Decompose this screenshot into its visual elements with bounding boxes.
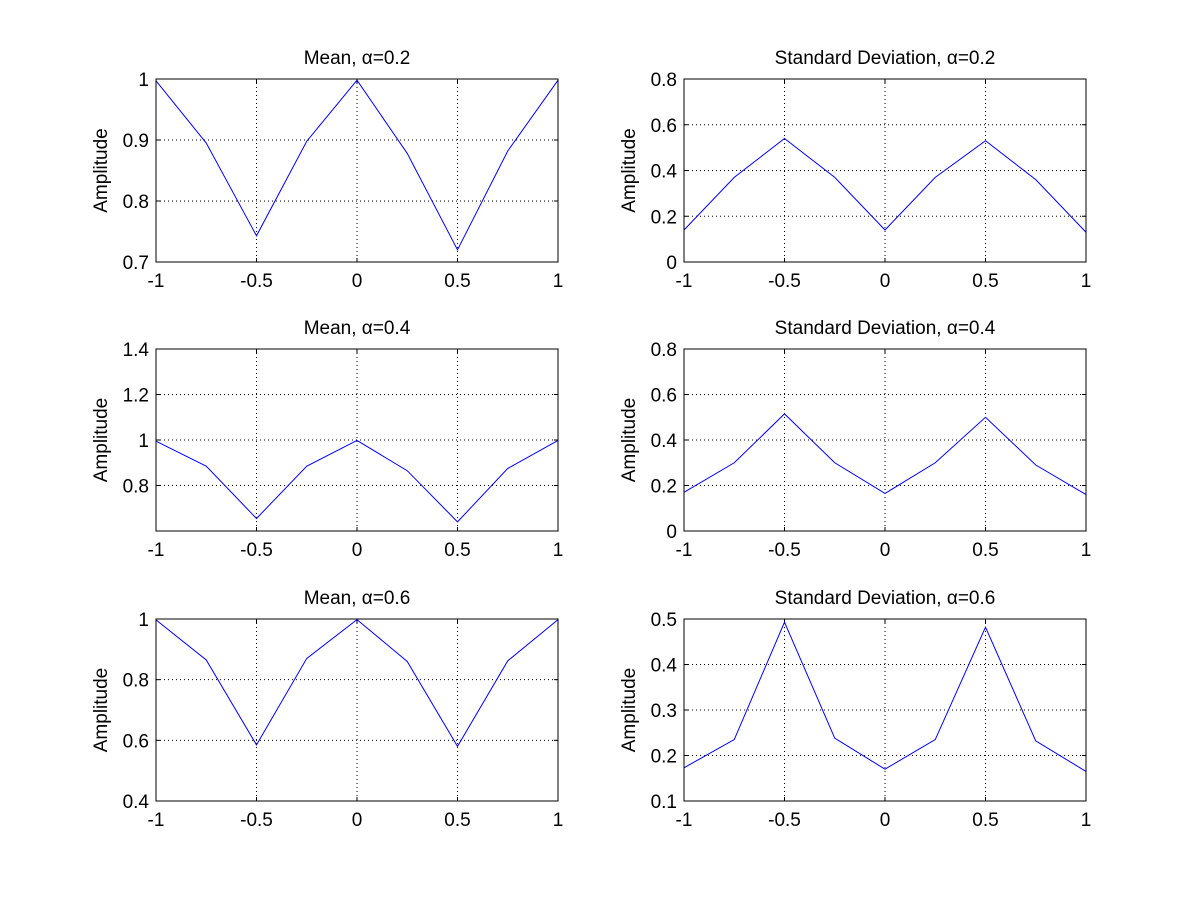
- y-tick-label: 0.7: [123, 253, 149, 274]
- y-axis-label: Amplitude: [91, 398, 112, 483]
- subplot-1: -1 -0.5 0 0.5 1 0.7 0.8 0.9 1 Mean, α=0.2 Amplitud…: [91, 48, 563, 292]
- y-tick-label: 1.4: [123, 340, 150, 361]
- y-tick-label: 0.4: [651, 162, 678, 183]
- x-tick-label: -0.5: [240, 810, 273, 831]
- series-line: [155, 439, 559, 523]
- y-tick-label: 0.9: [123, 131, 149, 152]
- subplot-3: -1 -0.5 0 0.5 1 0.8 1 1.2 1.4 Mean, α=0.4 Amplitud…: [91, 318, 563, 561]
- x-tick-label: -1: [148, 540, 165, 561]
- x-tick-label: 0: [880, 271, 891, 292]
- y-tick-label: 0.8: [123, 671, 149, 692]
- x-tick-label: 1: [553, 540, 564, 561]
- axes-frame: [683, 78, 1087, 263]
- y-tick-label: 0.8: [651, 70, 677, 91]
- y-tick-label: 0.8: [651, 340, 677, 361]
- subplot-title: Mean, α=0.6: [304, 588, 411, 609]
- axes-frame: [155, 78, 559, 263]
- subplot-title: Mean, α=0.2: [304, 48, 411, 69]
- subplot-title: Mean, α=0.4: [304, 318, 411, 339]
- axes-frame: [155, 618, 559, 802]
- x-tick-label: -1: [676, 810, 693, 831]
- y-axis-label: Amplitude: [91, 668, 112, 753]
- y-tick-label: 0.3: [651, 701, 677, 722]
- y-tick-label: 0.6: [651, 116, 677, 137]
- x-tick-label: 0.5: [972, 540, 998, 561]
- y-tick-label: 0.5: [651, 610, 677, 631]
- x-tick-label: 1: [553, 271, 564, 292]
- y-tick-label: 1.2: [123, 386, 149, 407]
- y-tick-label: 0.4: [123, 792, 150, 813]
- y-tick-label: 0.8: [123, 192, 149, 213]
- axes-frame: [683, 348, 1087, 532]
- x-tick-label: -0.5: [768, 540, 801, 561]
- x-tick-label: 1: [1081, 540, 1092, 561]
- x-tick-label: -1: [676, 271, 693, 292]
- y-axis-label: Amplitude: [619, 128, 640, 213]
- x-tick-label: -1: [148, 271, 165, 292]
- y-tick-label: 0.4: [651, 656, 678, 677]
- y-axis-label: Amplitude: [91, 128, 112, 213]
- subplot-title: Standard Deviation, α=0.6: [775, 588, 996, 609]
- y-tick-label: 0.2: [651, 477, 677, 498]
- x-tick-label: -0.5: [768, 810, 801, 831]
- x-tick-label: 0.5: [444, 540, 470, 561]
- y-axis-label: Amplitude: [619, 398, 640, 483]
- subplot-2: -1 -0.5 0 0.5 1 0 0.2 0.4 0.6 0.8 Standard Deviati…: [619, 48, 1091, 292]
- y-tick-label: 0.2: [651, 747, 677, 768]
- y-tick-label: 1: [138, 70, 149, 91]
- x-tick-label: 1: [1081, 271, 1092, 292]
- y-tick-label: 0.8: [123, 477, 149, 498]
- subplot-title: Standard Deviation, α=0.4: [775, 318, 996, 339]
- series-line: [683, 137, 1087, 233]
- y-tick-label: 0: [666, 253, 677, 274]
- x-tick-label: 0.5: [972, 810, 998, 831]
- x-tick-label: -1: [148, 810, 165, 831]
- x-tick-label: 1: [553, 810, 564, 831]
- series-line: [683, 620, 1087, 772]
- y-tick-label: 0.4: [651, 431, 678, 452]
- series-line: [683, 413, 1087, 496]
- subplot-title: Standard Deviation, α=0.2: [775, 48, 996, 69]
- x-tick-label: -1: [676, 540, 693, 561]
- axes-frame: [155, 348, 559, 532]
- subplot-5: -1 -0.5 0 0.5 1 0.4 0.6 0.8 1 Mean, α=0.6 Amplitud…: [91, 588, 563, 831]
- x-tick-label: 0: [880, 540, 891, 561]
- x-tick-label: -0.5: [240, 540, 273, 561]
- y-tick-label: 1: [138, 610, 149, 631]
- series-line: [155, 618, 559, 748]
- axes-frame: [683, 618, 1087, 802]
- subplot-6: -1 -0.5 0 0.5 1 0.1 0.2 0.3 0.4 0.5 Standard Devia…: [619, 588, 1091, 831]
- x-tick-label: 0.5: [972, 271, 998, 292]
- x-tick-label: 0.5: [444, 810, 470, 831]
- x-tick-label: 0: [352, 540, 363, 561]
- y-axis-label: Amplitude: [619, 668, 640, 753]
- y-tick-label: 1: [138, 431, 149, 452]
- y-tick-label: 0.1: [651, 792, 677, 813]
- x-tick-label: 1: [1081, 810, 1092, 831]
- x-tick-label: 0: [352, 271, 363, 292]
- y-tick-label: 0.2: [651, 207, 677, 228]
- x-tick-label: 0: [880, 810, 891, 831]
- y-tick-label: 0.6: [651, 386, 677, 407]
- y-tick-label: 0: [666, 522, 677, 543]
- x-tick-label: -0.5: [240, 271, 273, 292]
- x-tick-label: 0.5: [444, 271, 470, 292]
- x-tick-label: -0.5: [768, 271, 801, 292]
- x-tick-label: 0: [352, 810, 363, 831]
- subplot-4: -1 -0.5 0 0.5 1 0 0.2 0.4 0.6 0.8 Standard Deviati…: [619, 318, 1091, 561]
- y-tick-label: 0.6: [123, 731, 149, 752]
- series-line: [155, 79, 559, 251]
